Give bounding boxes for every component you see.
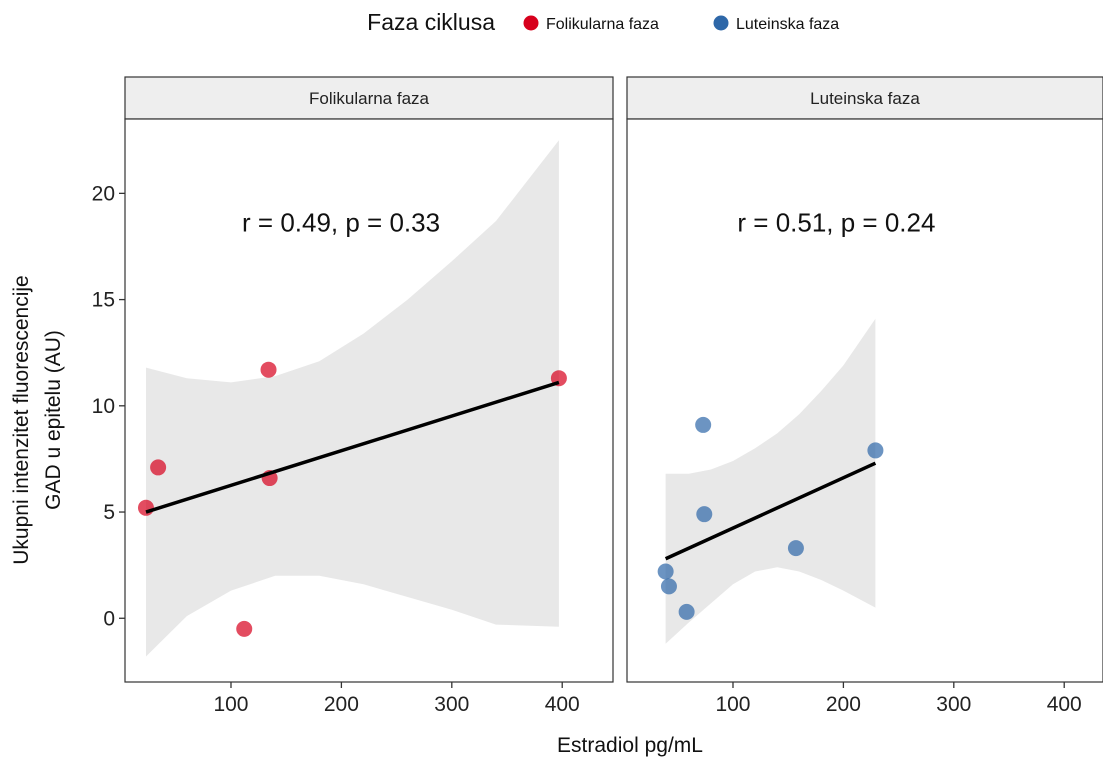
y-axis-title-line-1: Ukupni intenzitet fluorescencije: [10, 275, 33, 565]
y-tick-label-4: 20: [92, 182, 115, 205]
data-point-1-3: [695, 416, 712, 433]
x-tick-label-1-2: 300: [936, 693, 971, 716]
x-tick-label-1-1: 200: [826, 693, 861, 716]
legend-marker-0: [523, 15, 539, 31]
legend-entry-1: Luteinska faza: [713, 15, 839, 33]
correlation-annotation-1: r = 0.51, p = 0.24: [737, 208, 935, 238]
x-tick-label-1-0: 100: [715, 693, 750, 716]
data-point-1-1: [660, 578, 677, 595]
x-tick-label-0-2: 300: [434, 693, 469, 716]
legend: Faza ciklusa Folikularna faza Luteinska f…: [367, 9, 839, 35]
confidence-band-0: [146, 140, 559, 657]
regression-line-0: [145, 380, 560, 514]
data-point-1-5: [787, 540, 804, 557]
data-point-0-0: [137, 499, 154, 516]
panel-1: Luteinska faza r = 0.51, p = 0.24 100 200 30…: [626, 76, 1103, 716]
regression-line-1: [664, 461, 877, 561]
strip-header-0: [124, 76, 614, 120]
data-point-0-3: [260, 361, 277, 378]
x-tick-label-1-3: 400: [1047, 693, 1082, 716]
legend-entry-0: Folikularna faza: [523, 15, 659, 33]
strip-header-1: [626, 76, 1103, 120]
x-tick-label-0-3: 400: [545, 693, 580, 716]
y-tick-label-3: 15: [92, 289, 115, 312]
x-axis-title: Estradiol pg/mL: [557, 734, 703, 757]
strip-label-1: Luteinska faza: [810, 89, 920, 108]
data-point-1-0: [657, 563, 674, 580]
data-point-1-6: [867, 442, 884, 459]
legend-label-0: Folikularna faza: [546, 16, 659, 33]
panel-0: Folikularna faza r = 0.49, p = 0.33 100 200…: [124, 76, 614, 716]
y-axis-title-line-2: GAD u epitelu (AU): [42, 330, 65, 510]
y-tick-label-2: 10: [92, 395, 115, 418]
legend-title: Faza ciklusa: [367, 9, 495, 35]
x-tick-label-0-1: 200: [324, 693, 359, 716]
data-point-0-1: [150, 459, 167, 476]
y-tick-label-1: 5: [103, 501, 115, 524]
data-point-0-2: [236, 620, 253, 637]
data-point-1-2: [678, 603, 695, 620]
y-axis: 0 5 10 15 20: [92, 182, 125, 630]
y-tick-label-0: 0: [103, 607, 115, 630]
x-tick-label-0-0: 100: [213, 693, 248, 716]
data-point-1-4: [696, 506, 713, 523]
confidence-band-1: [665, 318, 876, 644]
strip-label-0: Folikularna faza: [309, 89, 430, 108]
legend-marker-1: [713, 15, 729, 31]
correlation-annotation-0: r = 0.49, p = 0.33: [242, 208, 440, 238]
legend-label-1: Luteinska faza: [736, 16, 839, 33]
